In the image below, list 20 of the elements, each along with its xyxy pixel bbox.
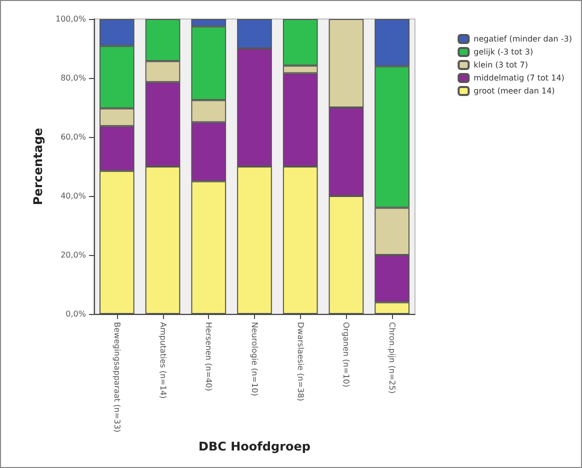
y-tick-label: 40,0% — [60, 192, 86, 200]
y-tick-label: 20,0% — [60, 250, 86, 260]
y-axis-title: Percentage — [31, 128, 45, 206]
x-tick-label: Bewegingsapparaat (n=33) — [112, 322, 122, 432]
x-axis-title: DBC Hoofdgroep — [198, 439, 311, 454]
x-tick-label: Hersenen (n=40) — [204, 322, 214, 392]
y-tick-label: 0,0% — [66, 310, 86, 318]
legend-label: negatief (minder dan -3) — [474, 34, 572, 44]
x-tick-label: Amputaties (n=14) — [158, 322, 168, 399]
legend-label: middelmatig (7 tot 14) — [474, 74, 564, 82]
legend-label: groot (meer dan 14) — [474, 86, 555, 96]
x-tick-label: Organen (n=10) — [342, 322, 351, 388]
y-tick-label: 80,0% — [60, 74, 86, 82]
y-tick-label: 60,0% — [60, 132, 86, 142]
legend-label: klein (3 tot 7) — [474, 60, 528, 70]
x-tick-label: Neurologie (n=10) — [250, 322, 259, 396]
x-tick-label: Chron.pijn (n=25) — [388, 322, 397, 394]
y-tick-label: 100,0% — [55, 14, 86, 24]
x-tick-label: Dwarslaesie (n=38) — [296, 322, 305, 402]
legend-label: gelijk (-3 tot 3) — [474, 48, 534, 56]
